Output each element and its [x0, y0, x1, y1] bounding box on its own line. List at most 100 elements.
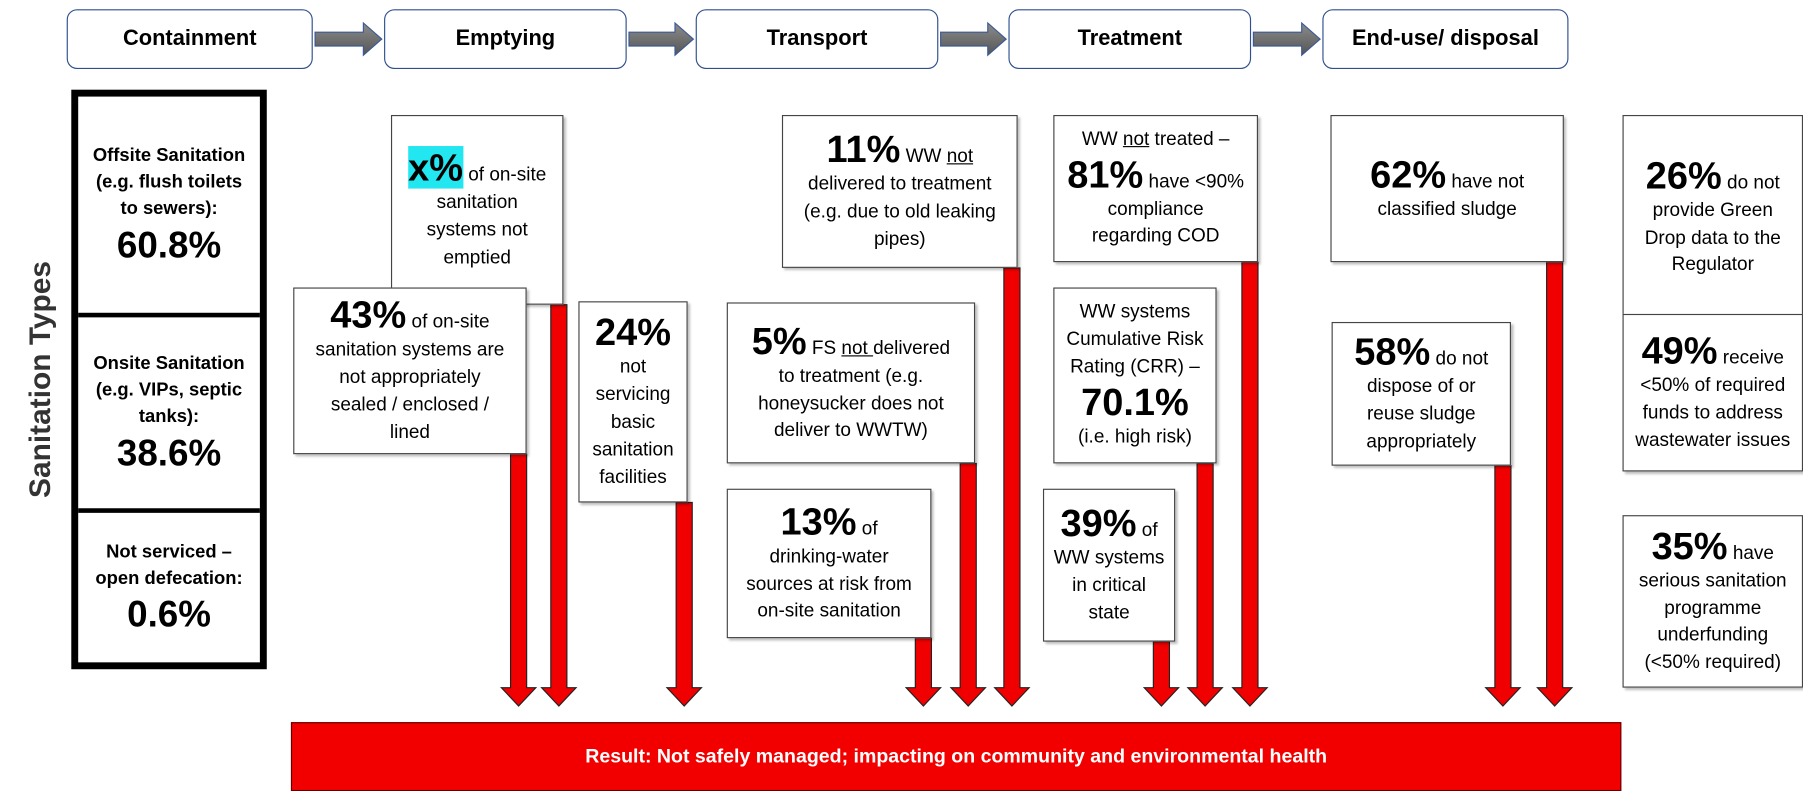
stat-box: WW systems Cumulative Risk Rating (CRR) – 7… [1053, 287, 1217, 464]
text-line: deliver to WWTW) [774, 418, 928, 446]
red-arrow [1536, 261, 1574, 707]
text-segment: 35% [1651, 523, 1728, 567]
text-segment: (i.e. high risk) [1078, 426, 1192, 448]
text-segment: Cumulative Risk [1066, 328, 1204, 350]
text-segment: of [1136, 519, 1158, 541]
text-segment: reuse sludge [1366, 403, 1476, 425]
text-line: 11% WW not [826, 127, 973, 171]
text-segment: 39% [1060, 501, 1137, 545]
red-arrow [540, 304, 578, 707]
text-segment: WW systems [1079, 301, 1191, 323]
text-line: not appropriately [339, 365, 480, 393]
stage-box: Transport [695, 9, 939, 69]
text-segment: Regulator [1671, 254, 1754, 276]
text-line: (<50% required) [1644, 650, 1781, 678]
text-line: lined [390, 420, 430, 448]
red-arrow [1484, 465, 1522, 707]
stage-arrow [314, 21, 383, 57]
text-line: 49% receive [1641, 329, 1784, 372]
text-line: sanitation systems are [316, 337, 505, 365]
text-segment: regarding COD [1091, 225, 1220, 247]
text-line: dispose of or [1367, 374, 1476, 402]
text-segment: wastewater issues [1635, 429, 1791, 451]
text-segment: compliance [1107, 198, 1204, 220]
text-line: regarding COD [1092, 224, 1220, 252]
text-segment: 5% [751, 319, 807, 362]
stat-box: 39% of WW systems in critical state [1042, 488, 1176, 642]
text-line: Regulator [1672, 252, 1754, 280]
text-segment: 11% [826, 127, 901, 171]
text-segment: have [1727, 542, 1774, 564]
text-segment: of [856, 518, 878, 539]
text-segment: receive [1717, 347, 1784, 369]
red-arrow [949, 462, 987, 707]
text-line: 43% of on-site [330, 293, 490, 337]
stage-box: Treatment [1008, 9, 1252, 69]
sanitation-types-box: Offsite Sanitation (e.g. flush toilets t… [71, 89, 267, 670]
text-segment: lined [389, 421, 430, 443]
type-cell: Not serviced – open defecation: 0.6% [78, 508, 260, 662]
text-segment: do not [1721, 172, 1780, 193]
text-segment: serious sanitation [1638, 569, 1787, 591]
text-segment: WW systems [1053, 547, 1165, 569]
text-segment: 49% [1641, 329, 1718, 372]
type-label: Offsite Sanitation (e.g. flush toilets t… [92, 146, 246, 219]
stat-box: x% of on-site sanitation systems not emptie… [390, 114, 564, 305]
text-segment: deliver to WWTW) [773, 420, 928, 441]
text-line: 24% [595, 310, 672, 354]
stat-box: 26% do not provide Green Drop data to the R… [1622, 114, 1803, 320]
text-segment: WW [1081, 128, 1123, 150]
text-segment: not [619, 356, 647, 378]
stat-box: 62% have not classified sludge [1330, 114, 1564, 263]
text-line: 70.1% [1081, 381, 1189, 424]
text-segment: of on-site [462, 164, 547, 186]
text-segment: 58% [1354, 330, 1431, 373]
text-segment: to treatment (e.g. [778, 365, 924, 386]
type-cell: Offsite Sanitation (e.g. flush toilets t… [78, 97, 260, 313]
text-segment: (<50% required) [1644, 652, 1782, 674]
red-arrow [993, 267, 1031, 707]
type-label: Not serviced – open defecation: [95, 542, 243, 589]
text-segment: underfunding [1657, 624, 1769, 646]
text-segment: provide Green [1652, 199, 1773, 221]
text-segment: <50% of required [1640, 374, 1786, 396]
text-line: systems not [427, 217, 528, 245]
text-segment: 24% [595, 310, 672, 354]
text-line: servicing [596, 382, 671, 410]
type-value: 38.6% [116, 431, 222, 474]
text-segment: FS [806, 337, 842, 359]
text-line: 5% FS not delivered [752, 320, 950, 362]
text-line: provide Green [1653, 197, 1773, 225]
type-label: Onsite Sanitation (e.g. VIPs, septic tan… [93, 354, 245, 428]
text-line: 62% have not [1370, 153, 1524, 196]
stage-box: Containment [66, 9, 313, 69]
stage-arrow [1252, 21, 1321, 57]
stat-box: 24% not servicing basic sanitation facilities [578, 301, 688, 503]
text-segment: sanitation systems are [315, 339, 505, 361]
text-segment: Rating (CRR) – [1070, 356, 1200, 378]
text-segment: pipes) [873, 228, 926, 250]
red-arrow [1231, 261, 1269, 707]
red-arrow [1142, 641, 1180, 707]
text-line: Drop data to the [1645, 225, 1781, 253]
text-segment: state [1088, 602, 1130, 624]
stage-arrow [628, 21, 695, 57]
stage-box: Emptying [384, 9, 627, 69]
text-segment: delivered [873, 337, 951, 359]
text-segment: on-site sanitation [757, 600, 901, 622]
text-segment: emptied [443, 247, 511, 268]
text-segment: of on-site [406, 311, 490, 333]
red-arrow [904, 637, 942, 707]
text-segment: 13% [780, 499, 857, 543]
text-segment: drinking-water [769, 545, 889, 567]
text-line: serious sanitation [1639, 568, 1787, 596]
text-line: in critical [1072, 573, 1146, 601]
text-segment: sources at risk from [746, 573, 912, 594]
text-line: 26% do not [1646, 154, 1780, 197]
text-line: 13% of [780, 499, 878, 543]
text-segment: 43% [330, 293, 407, 336]
text-segment: have <90% [1143, 170, 1244, 192]
text-segment: basic [610, 411, 656, 433]
text-segment: not [1122, 128, 1150, 150]
